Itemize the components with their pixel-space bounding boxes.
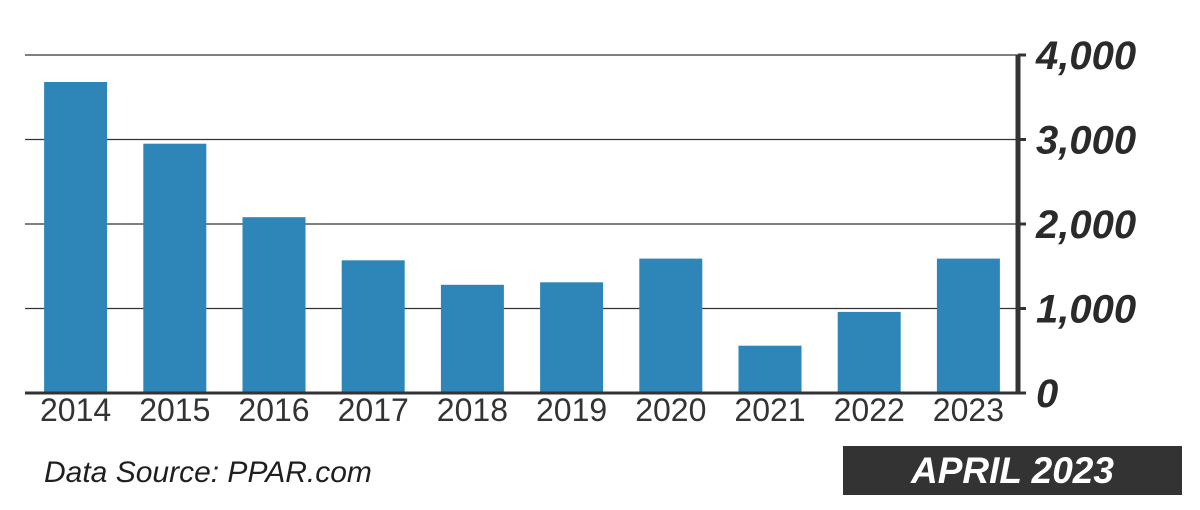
bar-2022 [837, 311, 901, 393]
x-tick-label: 2018 [437, 392, 508, 428]
y-tick-label: 4,000 [1035, 34, 1136, 78]
bar-2015 [143, 143, 207, 393]
date-badge: APRIL 2023 [843, 446, 1182, 495]
x-tick-label: 2019 [536, 392, 607, 428]
bar-2016 [242, 217, 306, 393]
bars [44, 82, 1000, 393]
bar-2019 [540, 282, 604, 393]
x-tick-label: 2017 [338, 392, 409, 428]
x-tick-label: 2014 [40, 392, 111, 428]
y-tick-label: 2,000 [1035, 203, 1136, 247]
y-tick-label: 0 [1036, 372, 1058, 416]
y-tick-labels: 0 1,000 2,000 3,000 4,000 [1035, 34, 1136, 416]
x-tick-label: 2023 [933, 392, 1004, 428]
bar-2018 [440, 284, 504, 393]
bar-2021 [738, 345, 802, 393]
bar-2017 [341, 260, 405, 393]
x-tick-label: 2021 [734, 392, 805, 428]
x-tick-label: 2022 [834, 392, 905, 428]
axes [25, 53, 1026, 395]
data-source-note: Data Source: PPAR.com [44, 456, 372, 489]
bar-2014 [44, 82, 108, 393]
bar-2020 [639, 258, 703, 393]
x-tick-label: 2020 [635, 392, 706, 428]
y-tick-label: 1,000 [1036, 288, 1136, 332]
x-tick-label: 2016 [238, 392, 309, 428]
bar-2023 [936, 258, 1000, 393]
y-tick-label: 3,000 [1036, 119, 1136, 163]
x-tick-labels: 2014 2015 2016 2017 2018 2019 2020 2021 2022 2023 [40, 392, 1004, 428]
x-tick-label: 2015 [139, 392, 210, 428]
